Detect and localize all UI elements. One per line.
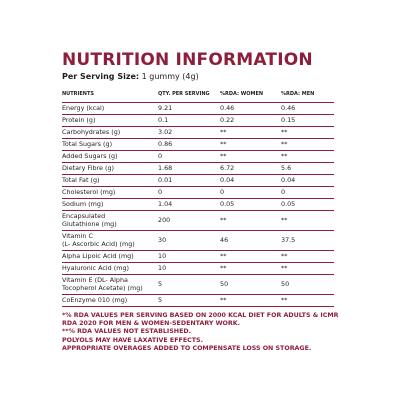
nutrient-name: Energy (kcal) <box>62 102 158 115</box>
qty-value: 10 <box>158 250 220 263</box>
nutrient-name: Vitamin C (L- Ascorbic Acid) (mg) <box>62 230 158 251</box>
qty-value: 5 <box>158 294 220 307</box>
rda-men-value: 0 <box>281 186 334 199</box>
nutrient-name: Dietary Fibre (g) <box>62 162 158 175</box>
footnote-rda-basis: *% RDA VALUES PER SERVING BASED ON 2000 … <box>62 312 339 328</box>
nutrient-name: Alpha Lipoic Acid (mg) <box>62 250 158 263</box>
qty-value: 5 <box>158 274 220 295</box>
rda-men-value: 0.15 <box>281 114 334 127</box>
rda-women-value: 6.72 <box>220 162 281 175</box>
rda-men-value: 0.46 <box>281 102 334 115</box>
nutrient-name-line-1: Vitamin C <box>62 232 93 240</box>
rda-men-value: ** <box>281 126 334 139</box>
rda-women-value: ** <box>220 210 281 231</box>
rda-women-value: 0 <box>220 186 281 199</box>
nutrient-name: Added Sugars (g) <box>62 150 158 163</box>
rda-men-value: 5.6 <box>281 162 334 175</box>
qty-value: 0 <box>158 150 220 163</box>
rda-men-value: ** <box>281 262 334 275</box>
rda-women-value: 46 <box>220 230 281 251</box>
nutrient-name: Hyaluronic Acid (mg) <box>62 262 158 275</box>
table-row: Cholesterol (mg) 0 0 0 <box>62 186 334 199</box>
rda-men-value: 50 <box>281 274 334 295</box>
footnotes: *% RDA VALUES PER SERVING BASED ON 2000 … <box>62 312 344 353</box>
rda-men-value: 0.04 <box>281 174 334 187</box>
rda-women-value: ** <box>220 262 281 275</box>
table-row: Protein (g) 0.1 0.22 0.15 <box>62 114 334 127</box>
nutrition-panel: NUTRITION INFORMATION Per Serving Size: … <box>62 0 400 353</box>
qty-value: 1.68 <box>158 162 220 175</box>
rda-men-value: ** <box>281 210 334 231</box>
rda-women-value: ** <box>220 250 281 263</box>
rda-women-value: ** <box>220 138 281 151</box>
qty-value: 0.01 <box>158 174 220 187</box>
qty-value: 30 <box>158 230 220 251</box>
rda-women-value: ** <box>220 294 281 307</box>
footnote-polyols: POLYOLS MAY HAVE LAXATIVE EFFECTS. <box>62 336 203 344</box>
table-row: Total Fat (g) 0.01 0.04 0.04 <box>62 174 334 187</box>
rda-men-value: ** <box>281 138 334 151</box>
header-rda-men: %RDA: MEN <box>281 87 334 103</box>
nutrient-name-line-1: Encapsulated <box>62 212 106 220</box>
table-row: Added Sugars (g) 0 ** ** <box>62 150 334 163</box>
rda-men-value: 37.5 <box>281 230 334 251</box>
table-row: Carbohydrates (g) 3.02 ** ** <box>62 126 334 139</box>
rda-men-value: ** <box>281 294 334 307</box>
header-qty: QTY. PER SERVING <box>158 87 220 103</box>
rda-women-value: ** <box>220 126 281 139</box>
qty-value: 3.02 <box>158 126 220 139</box>
table-header-row: NUTRIENTS QTY. PER SERVING %RDA: WOMEN %… <box>62 87 334 103</box>
table-row: Total Sugars (g) 0.86 ** ** <box>62 138 334 151</box>
nutrient-name: Protein (g) <box>62 114 158 127</box>
rda-women-value: 0.05 <box>220 198 281 211</box>
nutrient-name: Sodium (mg) <box>62 198 158 211</box>
rda-men-value: ** <box>281 250 334 263</box>
table-row: CoEnzyme 010 (mg) 5 ** ** <box>62 294 334 307</box>
rda-women-value: 0.46 <box>220 102 281 115</box>
table-row: Alpha Lipoic Acid (mg) 10 ** ** <box>62 250 334 263</box>
qty-value: 200 <box>158 210 220 231</box>
serving-size-value: 1 gummy (4g) <box>139 72 199 81</box>
qty-value: 0.1 <box>158 114 220 127</box>
table-row: Hyaluronic Acid (mg) 10 ** ** <box>62 262 334 275</box>
table-row: Sodium (mg) 1.04 0.05 0.05 <box>62 198 334 211</box>
table-row: Energy (kcal) 9.21 0.46 0.46 <box>62 102 334 115</box>
nutrient-name: Encapsulated Glutathione (mg) <box>62 210 158 231</box>
nutrient-name: Total Sugars (g) <box>62 138 158 151</box>
rda-women-value: 50 <box>220 274 281 295</box>
rda-women-value: 0.22 <box>220 114 281 127</box>
nutrient-name-line-2: Tocopherol Acetate) (mg) <box>62 283 143 292</box>
page-title: NUTRITION INFORMATION <box>62 50 313 70</box>
rda-men-value: ** <box>281 150 334 163</box>
table-row: Encapsulated Glutathione (mg) 200 ** ** <box>62 210 334 231</box>
nutrient-name: Carbohydrates (g) <box>62 126 158 139</box>
qty-value: 0.86 <box>158 138 220 151</box>
qty-value: 1.04 <box>158 198 220 211</box>
nutrition-table: NUTRIENTS QTY. PER SERVING %RDA: WOMEN %… <box>62 87 334 307</box>
table-row: Dietary Fibre (g) 1.68 6.72 5.6 <box>62 162 334 175</box>
serving-size: Per Serving Size: 1 gummy (4g) <box>62 71 400 83</box>
nutrient-name: Cholesterol (mg) <box>62 186 158 199</box>
nutrient-name-line-1: Vitamin E (DL- Alpha <box>62 276 128 284</box>
qty-value: 9.21 <box>158 102 220 115</box>
footnote-rda-not-established: **% RDA VALUES NOT ESTABLISHED. <box>62 328 191 336</box>
table-row: Vitamin C (L- Ascorbic Acid) (mg) 30 46 3… <box>62 230 334 251</box>
nutrient-name-line-2: Glutathione (mg) <box>62 219 117 228</box>
header-nutrients: NUTRIENTS <box>62 87 158 103</box>
nutrient-name-line-2: (L- Ascorbic Acid) (mg) <box>62 239 135 248</box>
rda-women-value: 0.04 <box>220 174 281 187</box>
table-row: Vitamin E (DL- Alpha Tocopherol Acetate) … <box>62 274 334 295</box>
footnote-overages: APPROPRIATE OVERAGES ADDED TO COMPENSATE… <box>62 344 312 352</box>
nutrient-name: CoEnzyme 010 (mg) <box>62 294 158 307</box>
rda-women-value: ** <box>220 150 281 163</box>
qty-value: 10 <box>158 262 220 275</box>
serving-size-label: Per Serving Size: <box>62 72 140 81</box>
rda-men-value: 0.05 <box>281 198 334 211</box>
qty-value: 0 <box>158 186 220 199</box>
nutrient-name: Total Fat (g) <box>62 174 158 187</box>
nutrient-name: Vitamin E (DL- Alpha Tocopherol Acetate) … <box>62 274 158 295</box>
header-rda-women: %RDA: WOMEN <box>220 87 281 103</box>
